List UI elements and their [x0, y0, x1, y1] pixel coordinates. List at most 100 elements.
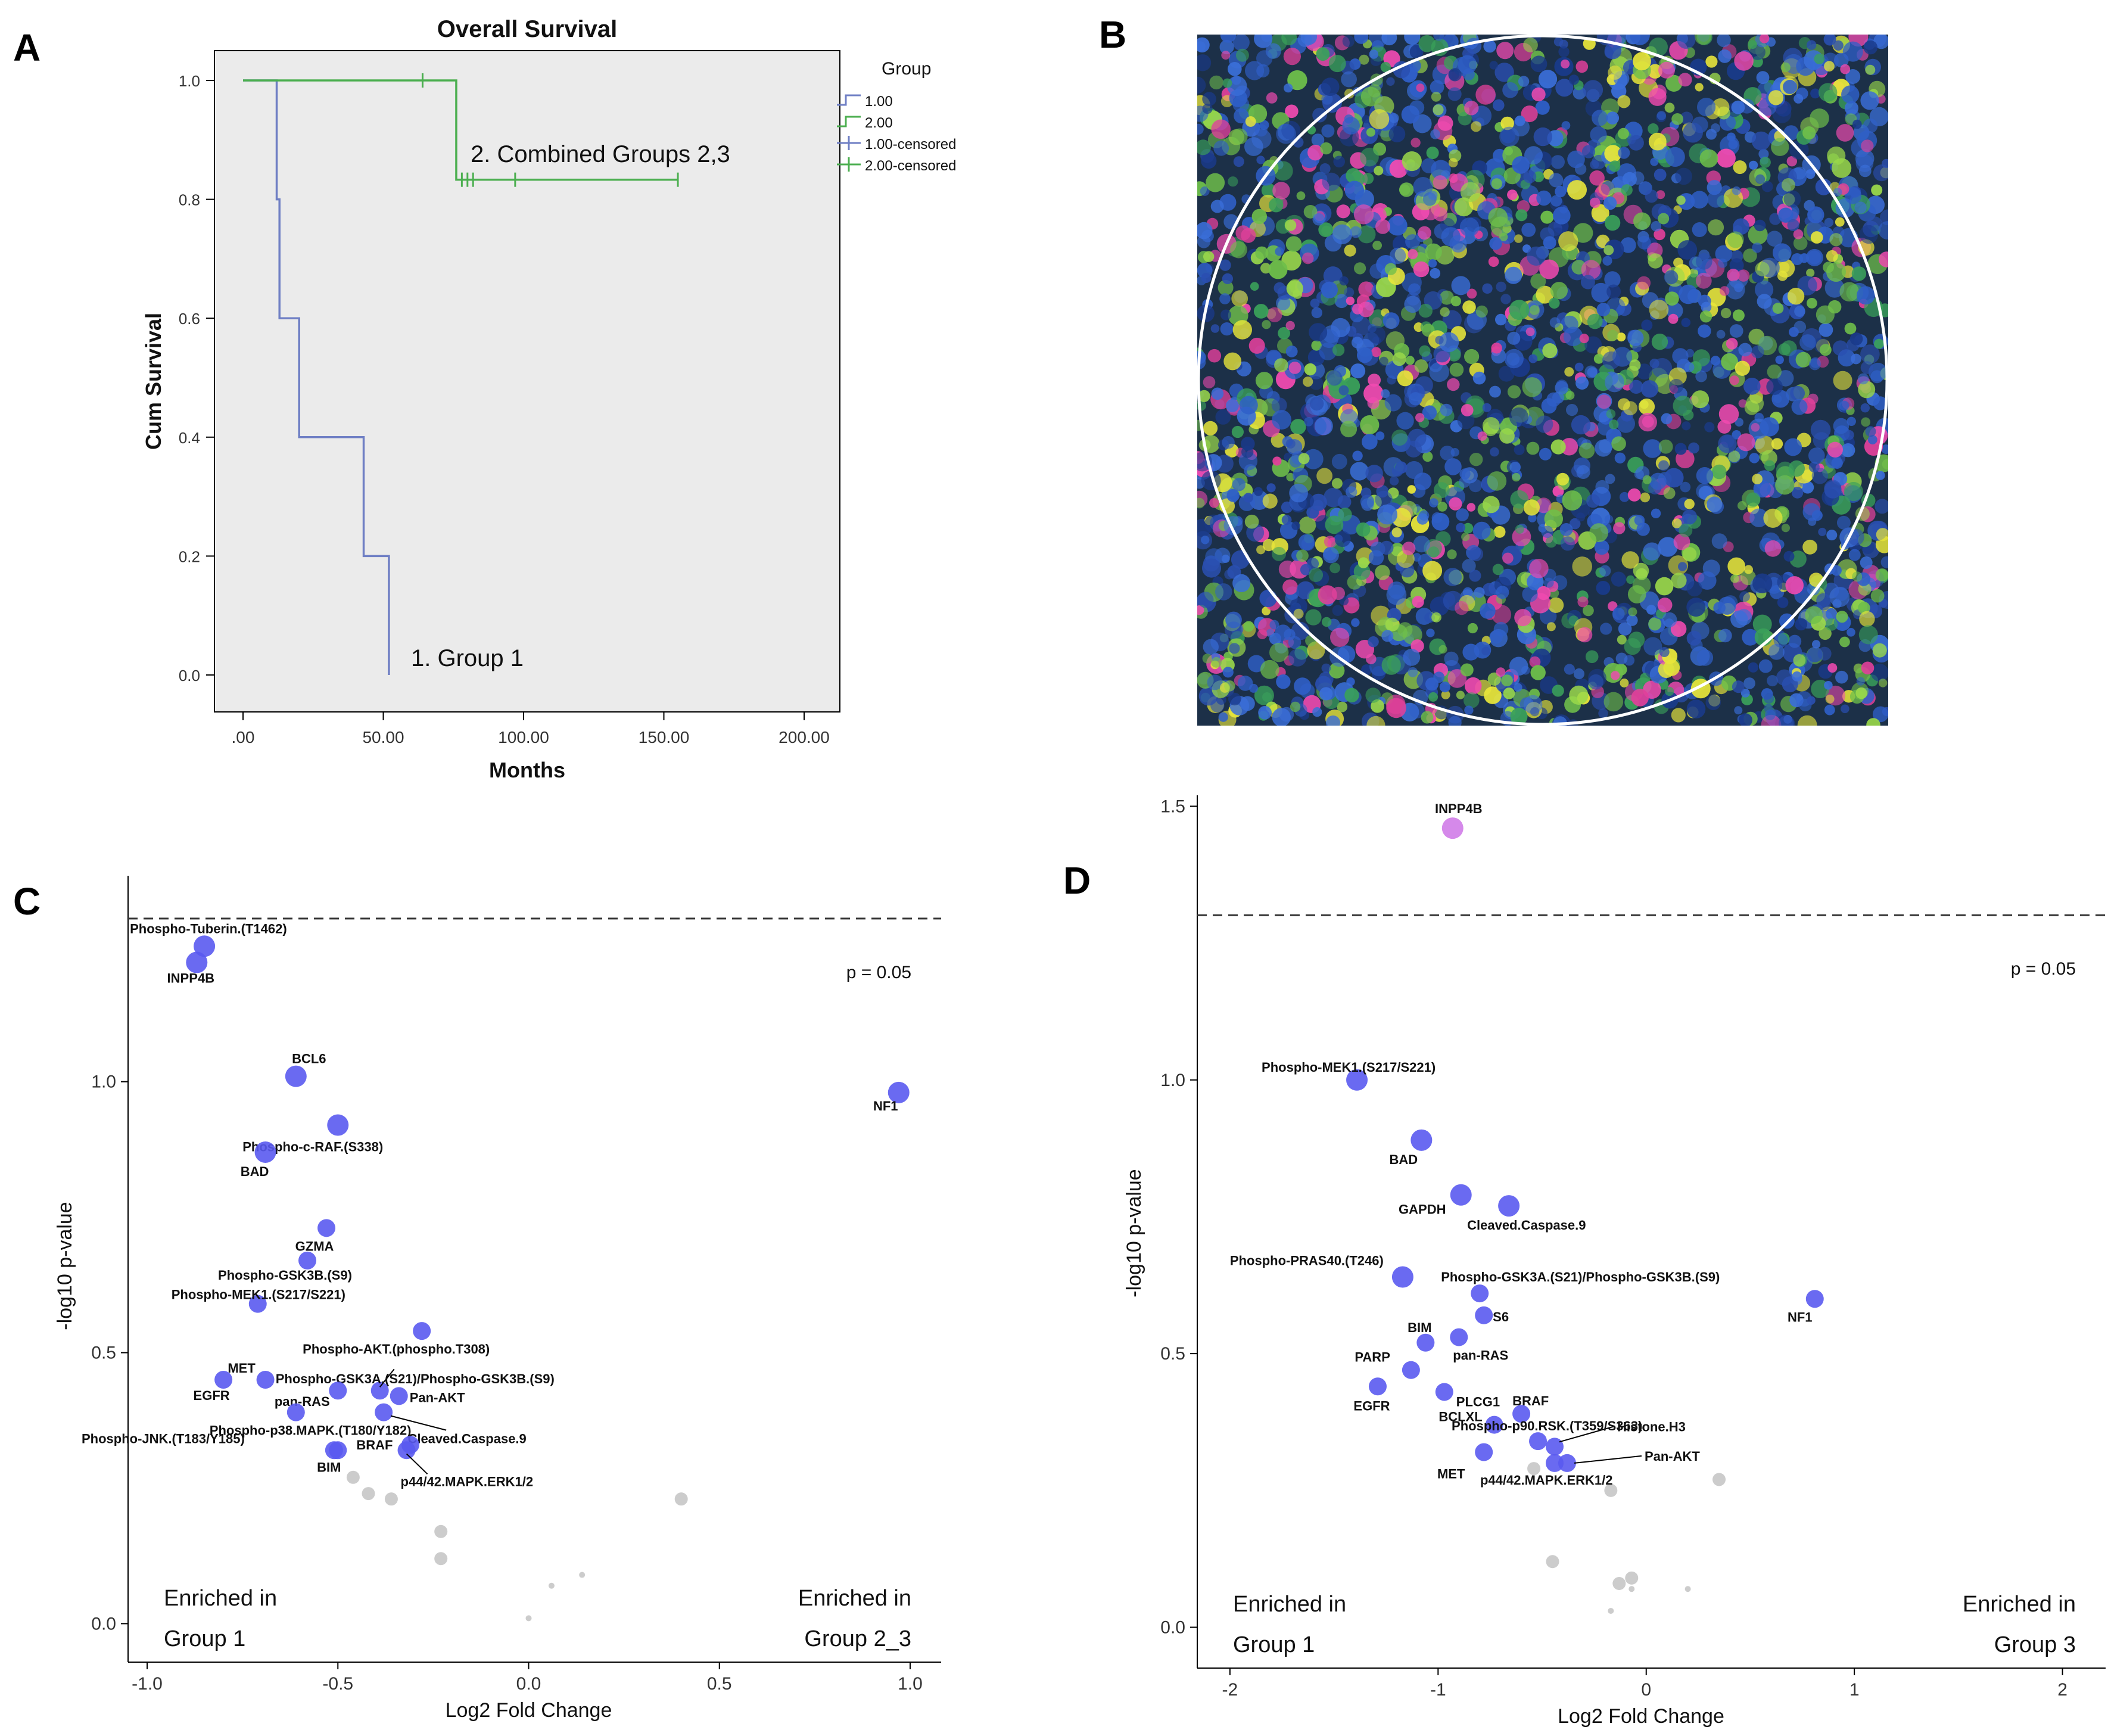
cell: [1327, 370, 1343, 386]
cell: [1316, 468, 1333, 484]
cell: [1266, 483, 1276, 493]
point-braf: [1512, 1405, 1531, 1423]
cell: [1578, 442, 1595, 459]
cell: [1785, 576, 1804, 595]
cell: [1825, 694, 1835, 704]
y-tick-label: 0.5: [1160, 1344, 1185, 1364]
cell: [1656, 111, 1666, 120]
point-bim: [329, 1441, 347, 1460]
cell: [1604, 515, 1614, 524]
cell: [1505, 266, 1522, 284]
cell: [1241, 446, 1254, 458]
cell: [1858, 582, 1872, 596]
cell: [1521, 105, 1538, 123]
y-axis-title: Cum Survival: [141, 313, 166, 450]
cell: [1396, 412, 1414, 430]
cell: [1760, 417, 1779, 437]
point-nonsignificant: [1712, 1473, 1726, 1486]
point-label-bad: BAD: [1390, 1152, 1418, 1167]
cell: [1536, 415, 1553, 433]
cell: [1768, 643, 1785, 660]
cell: [1764, 540, 1782, 557]
point-label-phospho-mek1-s217-s221: Phospho-MEK1.(S217/S221): [172, 1287, 345, 1302]
cell: [1437, 502, 1447, 512]
cell: [1426, 147, 1439, 160]
cell: [1367, 397, 1380, 409]
cell: [1251, 209, 1267, 225]
cell: [1243, 621, 1254, 632]
cell: [1206, 173, 1225, 192]
chart-title: Overall Survival: [437, 16, 617, 42]
cell: [1735, 360, 1750, 376]
cell: [1752, 573, 1773, 593]
cell: [1444, 458, 1462, 475]
cell: [1456, 690, 1465, 699]
cell: [1273, 161, 1293, 181]
cell: [1341, 71, 1357, 88]
cell: [1309, 493, 1327, 511]
cell: [1223, 352, 1242, 371]
cell: [1510, 708, 1528, 726]
cell: [1250, 282, 1259, 291]
x-axis-title: Log2 Fold Change: [446, 1699, 612, 1722]
cell: [1777, 597, 1789, 608]
cell: [1826, 262, 1846, 282]
label-leader-line: [406, 1453, 428, 1475]
cell: [1245, 61, 1265, 80]
cell: [1392, 352, 1406, 366]
cell: [1816, 593, 1831, 608]
cell: [1778, 207, 1793, 223]
cell: [1651, 221, 1662, 232]
cell: [1437, 115, 1453, 131]
cell: [1824, 681, 1833, 690]
cell: [1699, 310, 1712, 323]
left-note-line-1: Enriched in: [164, 1586, 277, 1611]
cell: [1197, 76, 1206, 94]
cell: [1255, 372, 1273, 390]
cell: [1863, 40, 1878, 55]
cell: [1332, 344, 1345, 356]
cell: [1344, 244, 1356, 257]
cell: [1538, 70, 1558, 89]
cell: [1309, 323, 1328, 342]
cell: [1499, 232, 1508, 241]
cell: [1282, 579, 1298, 595]
cell: [1631, 171, 1645, 185]
cell: [1851, 266, 1867, 281]
cell: [1808, 461, 1820, 473]
cell: [1603, 692, 1624, 712]
cell: [1375, 490, 1393, 509]
cell: [1691, 390, 1710, 409]
cell: [1352, 450, 1363, 461]
cell: [1397, 370, 1413, 387]
cell: [1792, 671, 1802, 682]
cell: [1749, 453, 1760, 463]
cell: [1767, 675, 1779, 687]
cell: [1698, 571, 1717, 590]
cell: [1425, 243, 1442, 260]
cell: [1569, 685, 1589, 705]
cell: [1202, 104, 1213, 114]
cell: [1356, 522, 1371, 537]
cell: [1230, 241, 1247, 259]
y-tick-label: 0.2: [179, 547, 200, 565]
cell: [1831, 457, 1843, 469]
cell: [1257, 629, 1268, 639]
cell: [1435, 335, 1444, 344]
cell: [1421, 711, 1434, 724]
cell: [1788, 634, 1802, 648]
panel-letter-b: B: [1099, 13, 1126, 56]
cell: [1464, 349, 1480, 365]
cell: [1354, 35, 1369, 44]
cell: [1526, 246, 1546, 266]
cell: [1676, 195, 1686, 205]
cell: [1680, 481, 1691, 493]
point-label-pan-ras: pan-RAS: [1453, 1348, 1508, 1363]
cell: [1742, 629, 1759, 646]
cell: [1415, 413, 1425, 422]
cell: [1441, 690, 1450, 699]
cell: [1431, 612, 1441, 623]
cell: [1831, 565, 1842, 576]
cell: [1260, 659, 1279, 679]
cell: [1503, 687, 1515, 699]
